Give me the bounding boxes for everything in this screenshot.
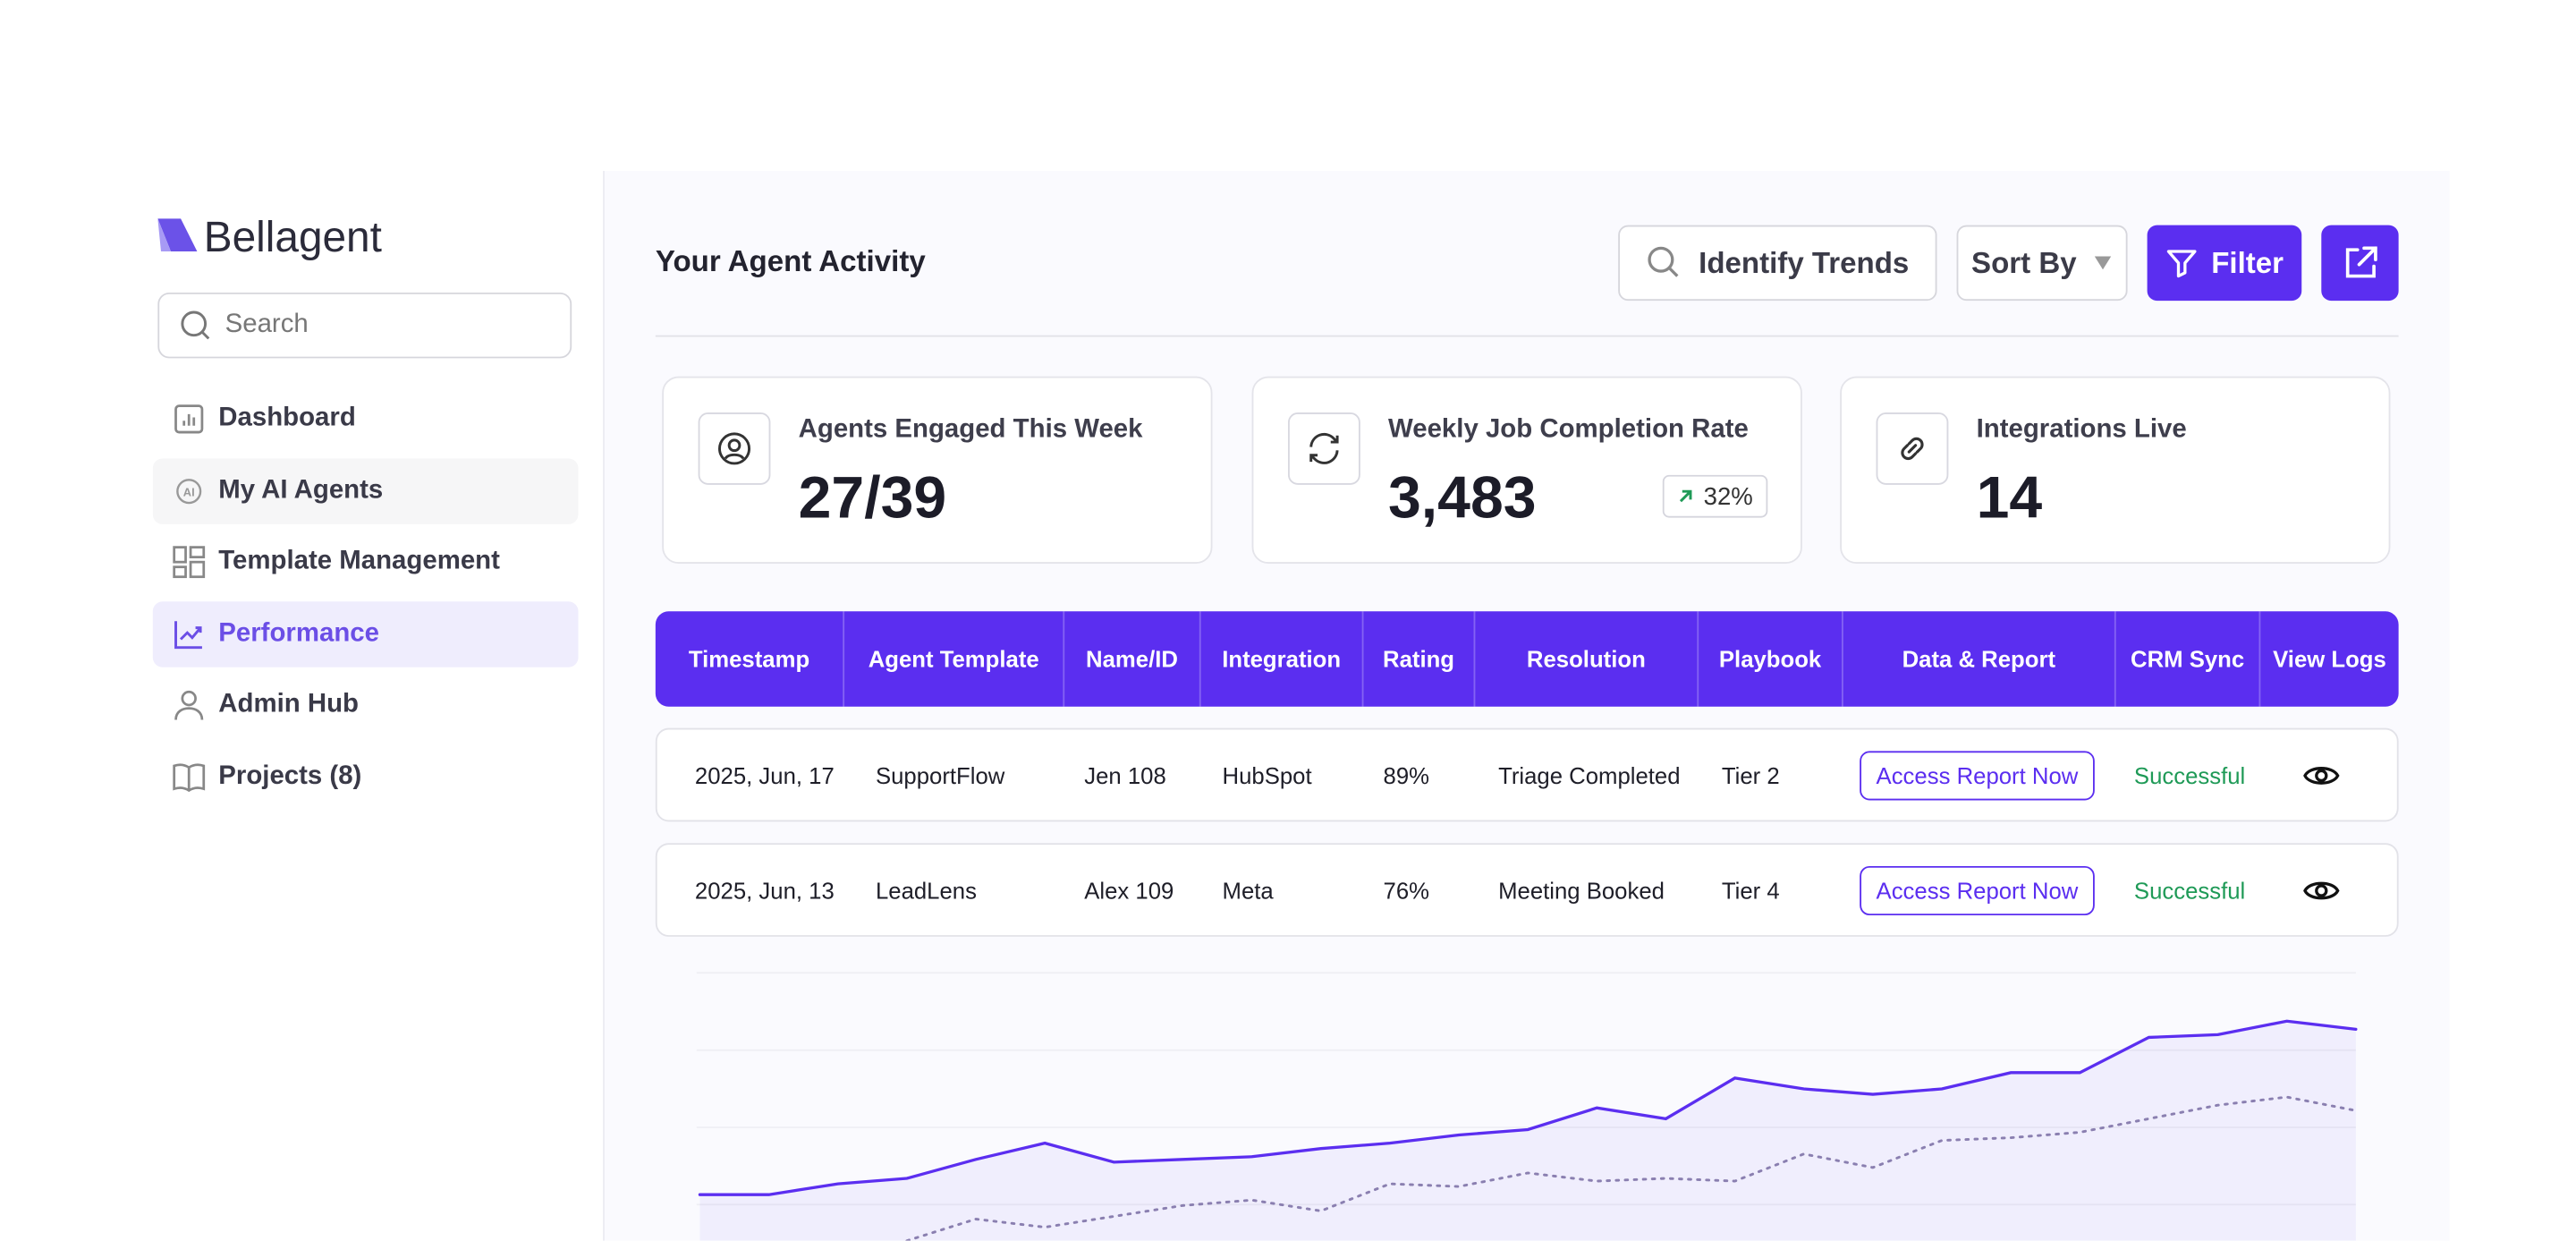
export-icon — [2344, 246, 2377, 278]
column-header: Timestamp — [656, 611, 845, 707]
nav-icon — [173, 763, 206, 793]
stat-change-text: 32% — [1703, 482, 1753, 511]
stat-label: Agents Engaged This Week — [798, 415, 1143, 444]
line — [698, 1019, 2358, 1196]
column-header: Agent Template — [844, 611, 1065, 707]
nav-icon — [174, 620, 202, 649]
trend-search-text: Identify Trends — [1699, 245, 1910, 279]
nav-label: Projects (8) — [218, 762, 362, 791]
column-header: Integration — [1201, 611, 1364, 707]
sort-button[interactable]: Sort By — [1956, 225, 2128, 302]
nav-label: My AI Agents — [218, 475, 384, 505]
table-cell: Meta — [1222, 876, 1274, 904]
divider — [655, 335, 2399, 337]
page-title: Your Agent Activity — [655, 244, 926, 278]
nav-icon — [173, 546, 206, 579]
stat-value: 14 — [1976, 463, 2043, 531]
card-icon-box — [1876, 412, 1949, 485]
filter-icon — [2166, 250, 2197, 278]
grid — [696, 972, 2356, 1206]
table-cell: Jen 108 — [1084, 761, 1166, 788]
card-icon — [1309, 432, 1339, 464]
column-header: Data & Report — [1843, 611, 2116, 707]
table-cell: 2025, Jun, 17 — [694, 761, 835, 788]
line — [905, 1095, 2358, 1241]
table-cell: Triage Completed — [1498, 761, 1681, 788]
table-cell: HubSpot — [1222, 761, 1312, 788]
nav-item[interactable]: Performance — [152, 600, 579, 667]
table-header: Timestamp Agent Template Name/ID Integratio… — [655, 611, 2399, 707]
table-cell: Access Report Now — [1860, 730, 2095, 820]
svg-text:AI: AI — [183, 485, 195, 498]
nav-label: Admin Hub — [218, 691, 360, 719]
nav-icon — [174, 404, 204, 434]
column-header: Rating — [1363, 611, 1476, 707]
column-header: Resolution — [1475, 611, 1699, 707]
table-cell: 89% — [1383, 761, 1430, 788]
nav-item[interactable]: Admin Hub — [153, 673, 579, 738]
logo: Bellagent — [203, 211, 382, 262]
nav-label: Dashboard — [218, 404, 356, 433]
sidebar-search[interactable]: Search — [157, 292, 572, 359]
sort-text: Sort By — [1971, 245, 2077, 279]
table-cell: Successful — [2133, 761, 2246, 788]
view-logs[interactable] — [2303, 845, 2340, 935]
stat-label: Integrations Live — [1976, 415, 2187, 444]
nav-item[interactable]: Dashboard — [153, 387, 579, 452]
card-icon — [718, 432, 751, 465]
filter-text: Filter — [2211, 245, 2284, 279]
column-header: CRM Sync — [2116, 611, 2261, 707]
caret — [2094, 256, 2112, 270]
table-cell: Alex 109 — [1084, 876, 1174, 904]
table-row: 2025, Jun, 17 SupportFlow Jen 108 HubSpot 89… — [655, 727, 2399, 822]
table-cell: LeadLens — [875, 876, 977, 904]
nav-item[interactable]: Template Management — [153, 530, 579, 595]
view-logs[interactable] — [2303, 730, 2340, 820]
table-cell: Meeting Booked — [1498, 876, 1665, 904]
column-header: Playbook — [1699, 611, 1843, 707]
nav-icon — [174, 691, 204, 721]
stat-card: Weekly Job Completion Rate 3,483 32% — [1251, 376, 1802, 564]
table-cell: Access Report Now — [1860, 845, 2095, 935]
stat-label: Weekly Job Completion Rate — [1388, 415, 1749, 444]
table-cell: 2025, Jun, 13 — [694, 876, 835, 904]
card-icon-box — [698, 412, 771, 485]
table-row: 2025, Jun, 13 LeadLens Alex 109 Meta 76% Meet… — [655, 843, 2399, 937]
table-cell: 76% — [1383, 876, 1430, 904]
nav-item[interactable]: AI My AI Agents — [152, 457, 579, 524]
card-icon-box — [1287, 412, 1360, 485]
nav-icon: AI — [176, 478, 202, 504]
column-header: View Logs — [2273, 645, 2386, 673]
search-placeholder: Search — [225, 310, 309, 339]
search-icon — [1648, 246, 1679, 277]
eye-icon — [2303, 766, 2340, 784]
nav-label: Performance — [218, 619, 379, 648]
card-icon — [1901, 437, 1924, 460]
logo-mark — [157, 218, 198, 252]
eye-icon — [2303, 880, 2340, 899]
stat-card: Integrations Live 14 — [1840, 376, 2391, 564]
report-button[interactable]: Access Report Now — [1860, 750, 2095, 800]
table-cell: Tier 4 — [1721, 876, 1780, 904]
stat-value: 27/39 — [798, 463, 947, 531]
export-button[interactable] — [2321, 225, 2399, 302]
search-icon — [181, 310, 210, 340]
stat-card: Agents Engaged This Week 27/39 — [662, 376, 1213, 564]
stat-change: 32% — [1662, 474, 1768, 518]
stat-value: 3,483 — [1388, 463, 1537, 531]
up-arrow — [1679, 489, 1692, 503]
nav-item[interactable]: Projects (8) — [153, 744, 579, 810]
trend-search[interactable]: Identify Trends — [1618, 225, 1937, 302]
column-header: Name/ID — [1064, 611, 1201, 707]
table-cell: Successful — [2133, 876, 2246, 904]
filter-button[interactable]: Filter — [2147, 225, 2302, 302]
report-button[interactable]: Access Report Now — [1860, 865, 2095, 915]
table-cell: SupportFlow — [875, 761, 1005, 788]
table-cell: Tier 2 — [1721, 761, 1780, 788]
nav-label: Template Management — [218, 547, 500, 576]
